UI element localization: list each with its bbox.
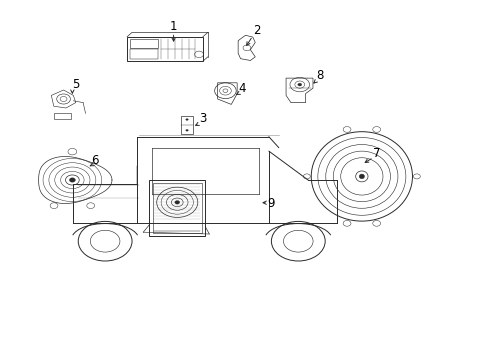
Ellipse shape: [359, 174, 364, 179]
Text: 5: 5: [72, 78, 80, 91]
Text: 2: 2: [252, 24, 260, 37]
Bar: [181, 116, 193, 134]
Circle shape: [297, 83, 301, 86]
Bar: [129, 39, 158, 48]
Circle shape: [185, 129, 188, 131]
Text: 9: 9: [267, 197, 275, 210]
Bar: [152, 183, 202, 233]
Text: 8: 8: [316, 69, 324, 82]
Bar: [127, 37, 203, 61]
Bar: [129, 49, 158, 59]
Circle shape: [175, 201, 179, 204]
Text: 1: 1: [169, 21, 177, 33]
Bar: [149, 180, 205, 236]
Text: 6: 6: [91, 154, 99, 167]
Circle shape: [69, 178, 75, 182]
Circle shape: [185, 118, 188, 121]
Text: 7: 7: [372, 147, 380, 159]
Text: 3: 3: [199, 112, 206, 125]
Text: 4: 4: [238, 82, 245, 95]
